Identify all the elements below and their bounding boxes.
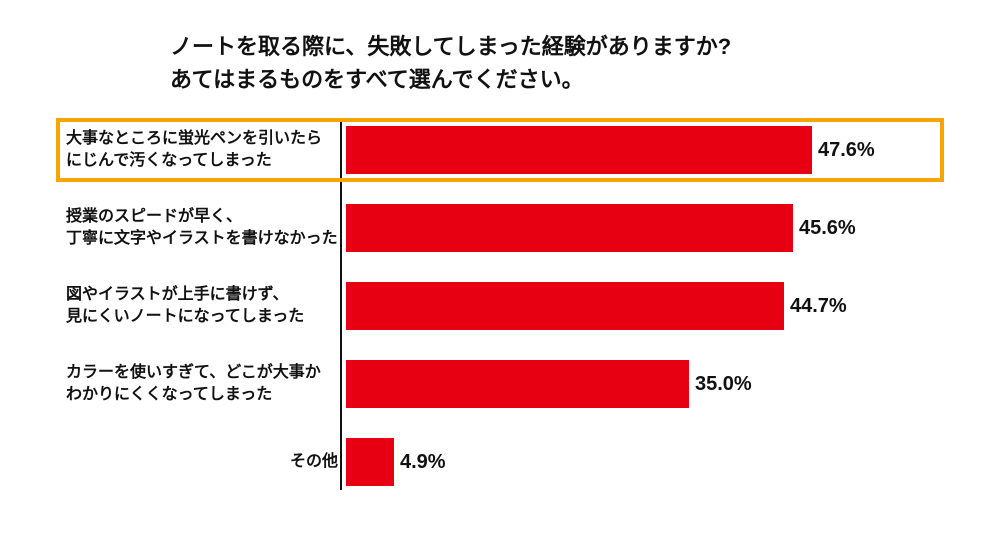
- bar-label: 図やイラストが上手に書けず、 見にくいノートになってしまった: [66, 284, 346, 327]
- bar-area: 4.9%: [346, 438, 934, 486]
- bar-area: 35.0%: [346, 360, 934, 408]
- chart-row: 図やイラストが上手に書けず、 見にくいノートになってしまった 44.7%: [60, 278, 940, 334]
- bar-area: 44.7%: [346, 282, 934, 330]
- bar: [346, 360, 689, 408]
- survey-bar-chart: ノートを取る際に、失敗してしまった経験がありますか? あてはまるものをすべて選ん…: [0, 0, 1000, 538]
- bar-label: 授業のスピードが早く、 丁寧に文字やイラストを書けなかった: [66, 206, 346, 249]
- bar-area: 45.6%: [346, 204, 934, 252]
- bar: [346, 126, 812, 174]
- chart-row: その他 4.9%: [60, 434, 940, 490]
- bar: [346, 204, 793, 252]
- chart-rows: 大事なところに蛍光ペンを引いたら にじんで汚くなってしまった 47.6% 授業のスピ…: [60, 122, 940, 490]
- bar-value: 35.0%: [695, 373, 752, 396]
- bar-label: その他: [66, 451, 346, 473]
- bar-area: 47.6%: [346, 126, 934, 174]
- bar-value: 47.6%: [818, 139, 875, 162]
- bar-value: 44.7%: [790, 295, 847, 318]
- bar-value: 4.9%: [400, 451, 446, 474]
- bar: [346, 282, 784, 330]
- bar-label: カラーを使いすぎて、どこが大事か わかりにくくなってしまった: [66, 362, 346, 405]
- chart-row: 授業のスピードが早く、 丁寧に文字やイラストを書けなかった 45.6%: [60, 200, 940, 256]
- chart-title: ノートを取る際に、失敗してしまった経験がありますか? あてはまるものをすべて選ん…: [170, 30, 940, 96]
- bar-label: 大事なところに蛍光ペンを引いたら にじんで汚くなってしまった: [66, 128, 346, 171]
- chart-row: カラーを使いすぎて、どこが大事か わかりにくくなってしまった 35.0%: [60, 356, 940, 412]
- chart-row: 大事なところに蛍光ペンを引いたら にじんで汚くなってしまった 47.6%: [60, 122, 940, 178]
- bar-value: 45.6%: [799, 217, 856, 240]
- bar: [346, 438, 394, 486]
